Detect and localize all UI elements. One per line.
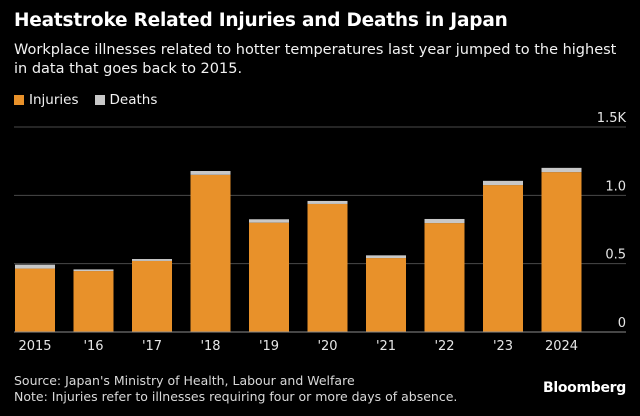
bar-injuries bbox=[307, 203, 348, 332]
footnote: Note: Injuries refer to illnesses requir… bbox=[14, 389, 458, 404]
x-tick-label: '20 bbox=[317, 339, 337, 354]
legend-item-deaths: Deaths bbox=[94, 92, 158, 108]
legend-label-injuries: Injuries bbox=[29, 92, 79, 108]
y-tick-label: 0 bbox=[618, 316, 626, 331]
x-tick-label: 2015 bbox=[18, 339, 51, 354]
bar-deaths bbox=[366, 255, 406, 259]
y-tick-label: 0.5 bbox=[605, 248, 626, 263]
bar-chart: 0 0.5 1.0 1.5K 2015 '16 '17 '18 '19 '20 '21 '22 '23 2… bbox=[14, 111, 627, 354]
y-tick-label: 1.0 bbox=[605, 179, 626, 194]
x-tick-label: '18 bbox=[200, 339, 220, 354]
y-tick-label: 1.5K bbox=[597, 111, 627, 126]
bar-injuries bbox=[366, 258, 406, 332]
bar-deaths bbox=[249, 219, 289, 223]
legend-label-deaths: Deaths bbox=[109, 92, 158, 108]
x-tick-label: '21 bbox=[376, 339, 396, 354]
bar-injuries bbox=[249, 222, 289, 332]
legend-item-injuries: Injuries bbox=[14, 92, 79, 108]
bar-deaths bbox=[15, 264, 55, 269]
chart-title: Heatstroke Related Injuries and Deaths i… bbox=[14, 10, 508, 31]
x-tick-label: '19 bbox=[259, 339, 279, 354]
bar-injuries bbox=[483, 185, 523, 332]
bar-deaths bbox=[132, 259, 172, 261]
bar-deaths bbox=[307, 200, 348, 204]
bar-injuries bbox=[15, 268, 55, 332]
bar-injuries bbox=[541, 172, 582, 332]
x-tick-label: '16 bbox=[83, 339, 103, 354]
bar-deaths bbox=[483, 180, 523, 186]
bar-deaths bbox=[424, 218, 465, 224]
x-tick-label: '22 bbox=[434, 339, 454, 354]
bar-deaths bbox=[73, 269, 114, 272]
bar-deaths bbox=[190, 171, 231, 175]
bar-deaths bbox=[541, 167, 582, 173]
footer: Source: Japan's Ministry of Health, Labo… bbox=[14, 373, 457, 405]
legend-swatch-deaths bbox=[94, 95, 105, 105]
x-tick-label: '23 bbox=[493, 339, 513, 354]
source-note: Source: Japan's Ministry of Health, Labo… bbox=[14, 373, 355, 388]
bloomberg-logo: Bloomberg bbox=[542, 380, 626, 396]
x-tick-label: 2024 bbox=[545, 339, 578, 354]
bar-injuries bbox=[73, 271, 114, 332]
chart-subtitle: Workplace illnesses related to hotter te… bbox=[14, 42, 617, 77]
legend: Injuries Deaths bbox=[14, 92, 157, 108]
bar-injuries bbox=[132, 260, 172, 332]
bar-injuries bbox=[424, 223, 465, 332]
bar-injuries bbox=[190, 174, 231, 332]
x-tick-label: '17 bbox=[142, 339, 162, 354]
legend-swatch-injuries bbox=[14, 95, 24, 105]
